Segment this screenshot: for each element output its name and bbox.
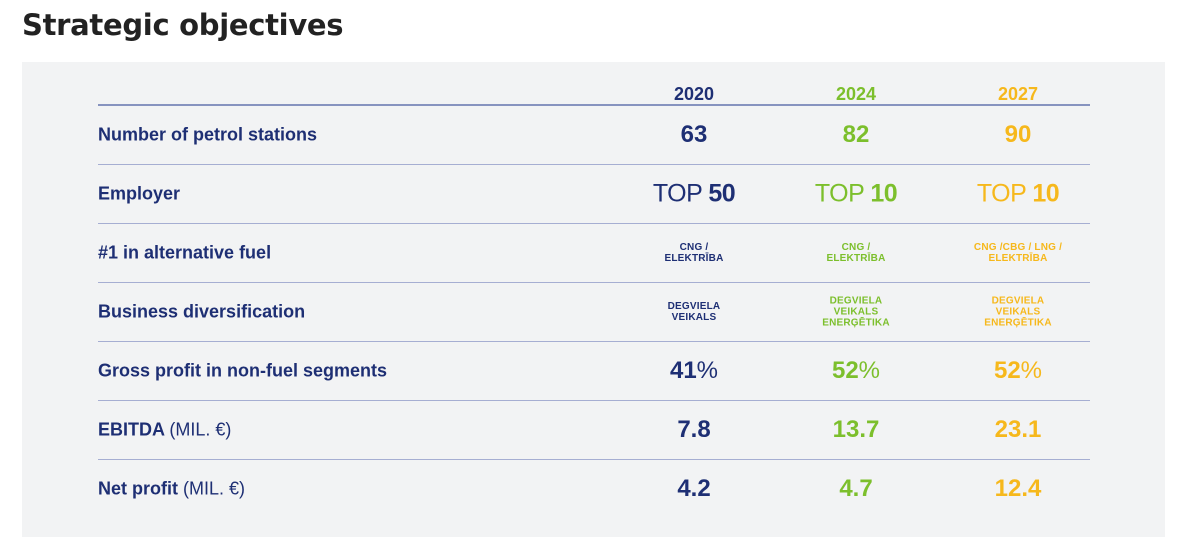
value-2027: TOP 10 [976,179,1060,209]
value-2027: DEGVIELA VEIKALS ENERĢĒTIKA [984,296,1052,329]
value-2027: 52% [994,357,1042,385]
value-line: CNG /CBG / LNG / [973,242,1063,253]
value-line: ENERĢĒTIKA [822,317,890,329]
value-2027: CNG /CBG / LNG / ELEKTRĪBA [974,242,1062,264]
value-2027: 12.4 [994,475,1042,502]
year-2020: 2020 [673,84,715,104]
year-2027: 2027 [997,84,1039,104]
top-prefix: TOP [814,179,865,208]
value-line: ELEKTRĪBA [826,253,886,264]
value-2024: 4.7 [839,475,873,502]
objectives-table: 2020 2024 2027 Number of petrol stations… [98,62,1090,518]
value-line: DEGVIELA [667,301,721,312]
value-2020: 41% [670,357,718,385]
row-petrol-stations: Number of petrol stations 63 82 90 [98,106,1090,165]
top-prefix: TOP [976,179,1027,208]
row-label: Employer [98,183,181,204]
value-line: ENERĢĒTIKA [984,317,1052,329]
row-label: Number of petrol stations [98,124,318,145]
value-line: VEIKALS [671,312,717,323]
percent-value: 52 [831,357,859,384]
value-2024: TOP 10 [814,179,898,209]
value-2020: 7.8 [677,416,711,443]
value-line: DEGVIELA [829,295,883,307]
top-prefix: TOP [652,179,703,208]
top-rank: 10 [870,179,898,208]
value-2027: 23.1 [994,416,1042,443]
row-label: Net profit (MIL. €) [98,479,245,500]
value-2020: CNG / ELEKTRĪBA [664,242,723,264]
value-line: CNG / [679,242,709,253]
value-2027: 90 [1004,121,1032,148]
objectives-panel: 2020 2024 2027 Number of petrol stations… [22,62,1165,537]
percent-value: 41 [669,357,697,384]
row-label-text: EBITDA [98,419,165,440]
value-line: DEGVIELA [991,295,1045,307]
row-label: EBITDA (MIL. €) [98,420,231,441]
row-label: Business diversification [98,301,306,322]
value-line: CNG / [841,242,871,253]
value-2020: 4.2 [677,475,711,502]
row-employer: Employer TOP 50 TOP 10 TOP 10 [98,165,1090,224]
value-2024: CNG / ELEKTRĪBA [826,242,885,264]
row-unit: (MIL. €) [169,419,232,440]
row-gross-profit: Gross profit in non-fuel segments 41% 52… [98,342,1090,401]
row-business-diversification: Business diversification DEGVIELA VEIKAL… [98,283,1090,342]
row-label: #1 in alternative fuel [98,242,272,263]
row-label-text: Net profit [98,478,178,499]
value-line: ELEKTRĪBA [988,253,1048,264]
top-rank: 50 [708,179,736,208]
value-2020: TOP 50 [652,179,736,209]
value-2020: DEGVIELA VEIKALS [668,301,721,323]
year-header-row: 2020 2024 2027 [98,62,1090,106]
page-title: Strategic objectives [22,8,344,42]
value-2024: 82 [842,121,870,148]
row-alternative-fuel: #1 in alternative fuel CNG / ELEKTRĪBA C… [98,224,1090,283]
value-2024: 13.7 [832,416,880,443]
value-2020: 63 [680,121,708,148]
top-rank: 10 [1032,179,1060,208]
row-label: Gross profit in non-fuel segments [98,360,388,381]
row-unit: (MIL. €) [183,478,246,499]
percent-sign: % [1020,357,1043,384]
percent-value: 52 [993,357,1021,384]
value-line: VEIKALS [833,306,879,318]
value-line: VEIKALS [995,306,1041,318]
value-line: ELEKTRĪBA [664,253,724,264]
year-2024: 2024 [835,84,877,104]
percent-sign: % [696,357,719,384]
value-2024: DEGVIELA VEIKALS ENERĢĒTIKA [822,296,890,329]
row-ebitda: EBITDA (MIL. €) 7.8 13.7 23.1 [98,401,1090,460]
row-net-profit: Net profit (MIL. €) 4.2 4.7 12.4 [98,460,1090,518]
value-2024: 52% [832,357,880,385]
percent-sign: % [858,357,881,384]
